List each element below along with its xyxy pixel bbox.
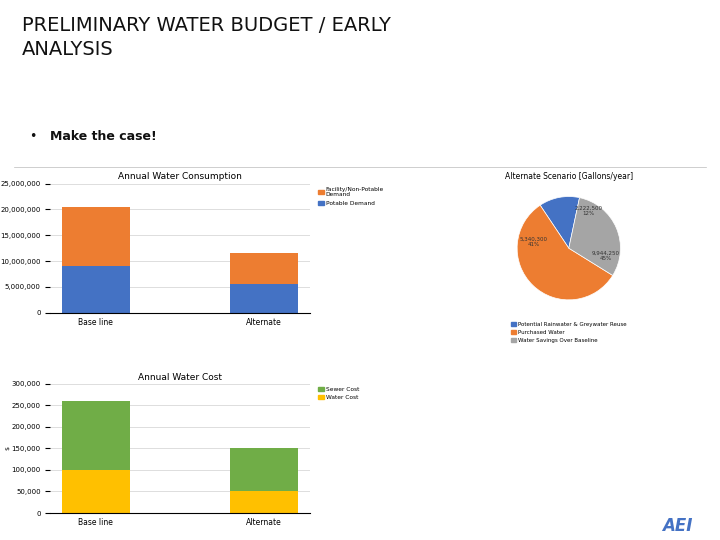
Title: Alternate Scenario [Gallons/year]: Alternate Scenario [Gallons/year] <box>505 172 633 181</box>
Bar <box>230 448 298 491</box>
Text: •: • <box>29 130 36 143</box>
Wedge shape <box>540 197 580 248</box>
Title: Annual Water Cost: Annual Water Cost <box>138 373 222 382</box>
Text: 9,944,250
45%: 9,944,250 45% <box>592 251 620 261</box>
Text: PRELIMINARY WATER BUDGET / EARLY
ANALYSIS: PRELIMINARY WATER BUDGET / EARLY ANALYSI… <box>22 16 390 59</box>
Text: Make the case!: Make the case! <box>50 130 157 143</box>
Bar <box>62 401 130 470</box>
Legend: Sewer Cost, Water Cost: Sewer Cost, Water Cost <box>318 387 359 400</box>
Legend: Facility/Non-Potable
Demand, Potable Demand: Facility/Non-Potable Demand, Potable Dem… <box>318 186 384 206</box>
Text: AEI: AEI <box>662 517 692 535</box>
Legend: Potential Rainwater & Greywater Reuse, Purchased Water, Water Savings Over Basel: Potential Rainwater & Greywater Reuse, P… <box>510 322 627 342</box>
Bar <box>230 253 298 285</box>
Text: 2,222,500
12%: 2,222,500 12% <box>575 206 603 217</box>
Bar <box>62 207 130 266</box>
Bar <box>230 491 298 513</box>
Title: Annual Water Consumption: Annual Water Consumption <box>118 172 242 181</box>
Bar <box>230 285 298 313</box>
Text: 5,340,300
41%: 5,340,300 41% <box>520 237 548 247</box>
Bar <box>62 266 130 313</box>
Y-axis label: $: $ <box>5 447 10 450</box>
Wedge shape <box>569 198 621 275</box>
Bar <box>62 470 130 513</box>
Wedge shape <box>517 205 613 300</box>
